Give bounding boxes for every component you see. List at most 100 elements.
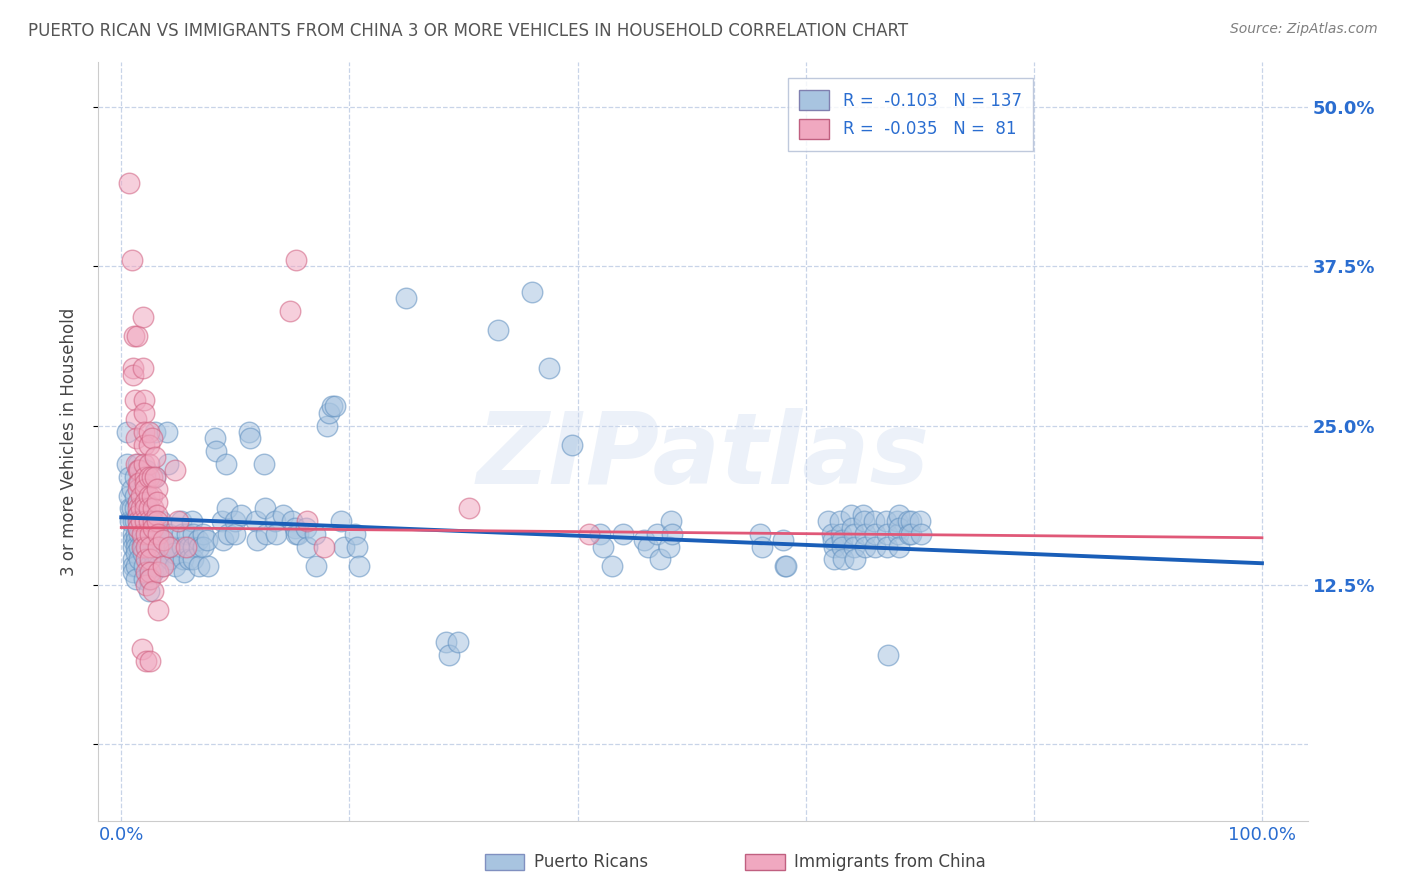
Point xyxy=(129,514,152,528)
Point xyxy=(908,514,931,528)
Point xyxy=(520,285,543,299)
Point xyxy=(773,558,796,573)
Point xyxy=(897,514,920,528)
Point xyxy=(434,635,457,649)
Point xyxy=(146,540,169,554)
Point xyxy=(139,565,162,579)
Point xyxy=(124,469,146,483)
Point xyxy=(124,393,146,408)
Point xyxy=(174,540,197,554)
Point xyxy=(832,552,855,566)
Point xyxy=(437,648,460,662)
Point xyxy=(139,654,162,668)
Point xyxy=(132,572,155,586)
Point xyxy=(132,533,155,548)
Point xyxy=(142,520,165,534)
Point xyxy=(844,552,866,566)
Point xyxy=(121,540,143,554)
Point xyxy=(136,533,159,548)
Y-axis label: 3 or more Vehicles in Household: 3 or more Vehicles in Household xyxy=(59,308,77,575)
Point xyxy=(900,527,922,541)
Point xyxy=(314,540,336,554)
Point xyxy=(865,540,887,554)
Point xyxy=(145,495,167,509)
Point xyxy=(134,483,156,497)
Point xyxy=(865,527,887,541)
Point xyxy=(887,527,910,541)
Point xyxy=(589,527,612,541)
Point xyxy=(150,527,173,541)
Point xyxy=(138,514,160,528)
Point xyxy=(135,540,157,554)
Point xyxy=(900,514,922,528)
Point xyxy=(135,565,157,579)
Point xyxy=(142,546,165,560)
Point xyxy=(145,483,167,497)
Point xyxy=(145,469,167,483)
Point xyxy=(136,540,159,554)
Point xyxy=(486,323,509,337)
Point xyxy=(842,527,865,541)
Point xyxy=(823,552,845,566)
Point xyxy=(821,533,844,548)
Point xyxy=(121,558,143,573)
Point xyxy=(163,546,186,560)
Point xyxy=(142,501,165,516)
Point xyxy=(170,540,193,554)
Point xyxy=(215,457,238,471)
Point xyxy=(612,527,634,541)
Text: Puerto Ricans: Puerto Ricans xyxy=(534,853,648,871)
Point xyxy=(121,514,143,528)
Point xyxy=(121,368,143,382)
Point xyxy=(138,425,160,439)
Point xyxy=(910,527,932,541)
Point xyxy=(142,584,165,599)
Point xyxy=(135,654,157,668)
Point xyxy=(239,431,262,445)
Point xyxy=(447,635,470,649)
Point xyxy=(193,527,215,541)
Point xyxy=(121,501,143,516)
Point xyxy=(135,463,157,477)
Point xyxy=(120,514,142,528)
Point xyxy=(125,558,148,573)
Point xyxy=(121,483,143,497)
Point xyxy=(135,495,157,509)
Point xyxy=(118,469,141,483)
Point xyxy=(271,508,294,522)
Point xyxy=(127,520,149,534)
Point xyxy=(127,495,149,509)
Point xyxy=(145,540,167,554)
Point xyxy=(458,501,481,516)
Point xyxy=(876,527,898,541)
Point xyxy=(751,540,773,554)
Point xyxy=(145,508,167,522)
Point xyxy=(125,412,148,426)
Point xyxy=(823,540,845,554)
Point xyxy=(181,540,204,554)
Point xyxy=(305,558,328,573)
Point xyxy=(135,508,157,522)
Point xyxy=(284,520,307,534)
Point xyxy=(125,457,148,471)
Point xyxy=(157,540,180,554)
Point xyxy=(138,457,160,471)
Point xyxy=(266,527,288,541)
Legend: R =  -0.103   N = 137, R =  -0.035   N =  81: R = -0.103 N = 137, R = -0.035 N = 81 xyxy=(787,78,1033,151)
Point xyxy=(125,546,148,560)
Point xyxy=(135,527,157,541)
Point xyxy=(253,501,276,516)
Point xyxy=(145,514,167,528)
Point xyxy=(146,558,169,573)
Point xyxy=(637,540,659,554)
Point xyxy=(828,514,851,528)
Point xyxy=(127,520,149,534)
Point xyxy=(127,463,149,477)
Point xyxy=(224,527,246,541)
Point xyxy=(132,310,155,325)
Point xyxy=(138,489,160,503)
Point xyxy=(150,558,173,573)
Point xyxy=(132,546,155,560)
Point xyxy=(132,558,155,573)
Point xyxy=(127,508,149,522)
